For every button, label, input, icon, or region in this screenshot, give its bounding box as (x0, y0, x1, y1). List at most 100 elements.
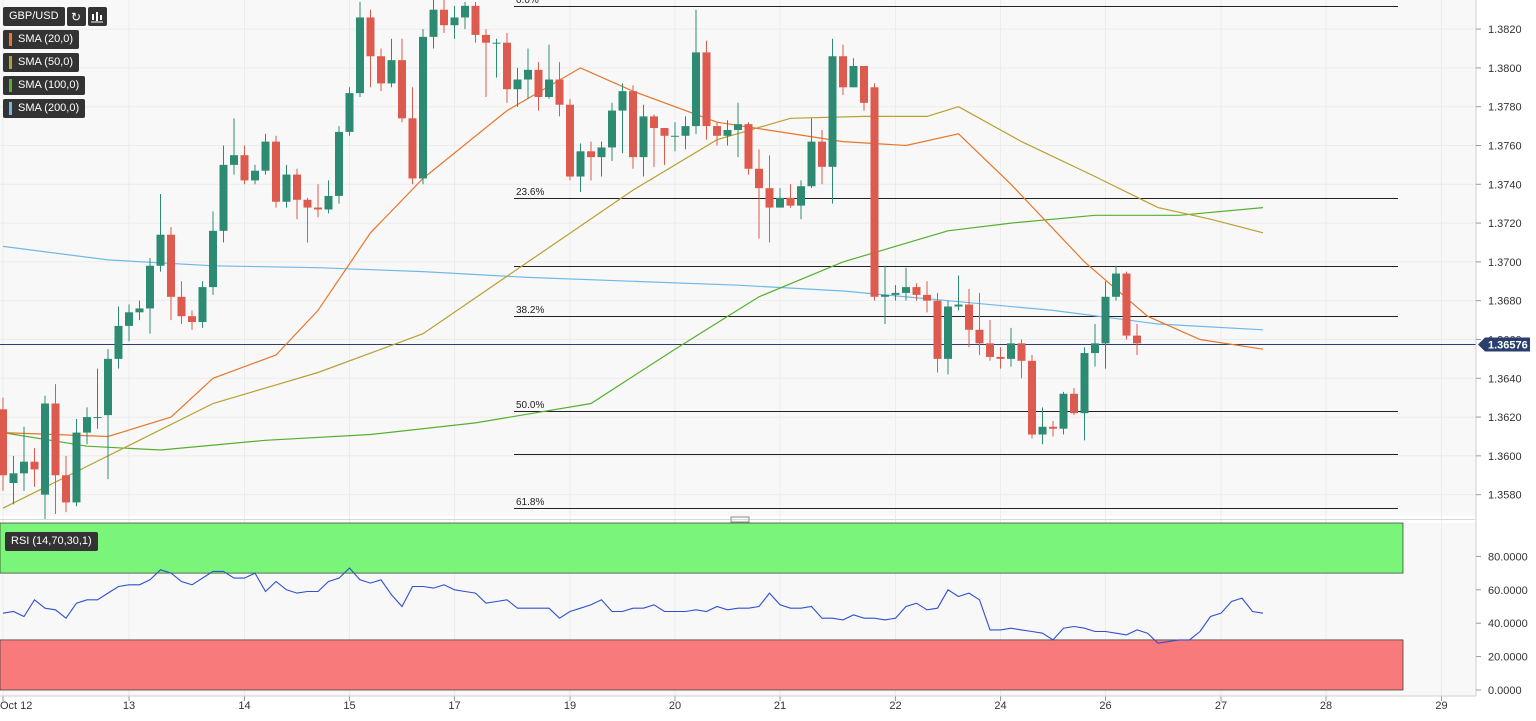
candle (209, 211, 217, 295)
candle (198, 281, 207, 328)
candle (272, 135, 280, 208)
candle (1028, 354, 1036, 439)
candle (818, 129, 826, 185)
y-tick-label: 1.3580 (1488, 490, 1522, 502)
candle-body (1070, 393, 1078, 414)
candle (146, 258, 154, 334)
candle-body (1080, 353, 1089, 414)
symbol-row: GBP/USD ↻ (3, 7, 107, 26)
candle-body (755, 168, 763, 189)
candle (975, 292, 984, 355)
candle (303, 197, 312, 243)
candle (776, 188, 784, 208)
rsi-panel: 80.0000 60.0000 40.0000 20.0000 0.0000 (0, 522, 1528, 697)
indicator-sma200[interactable]: SMA (200,0) (3, 99, 107, 118)
candle-body (713, 126, 721, 136)
y-tick-label: 1.3600 (1488, 451, 1522, 463)
candle (828, 38, 837, 204)
candle (83, 407, 91, 445)
indicator-sma100[interactable]: SMA (100,0) (3, 76, 107, 95)
x-tick-label: 13 (123, 700, 135, 712)
candle-body (482, 34, 490, 43)
candle (660, 128, 669, 165)
candle (503, 32, 511, 103)
candle-body (629, 91, 637, 158)
rsi-legend[interactable]: RSI (14,70,30,1) (5, 531, 98, 551)
candle (524, 48, 532, 99)
symbol-badge[interactable]: GBP/USD (3, 7, 65, 26)
candle (839, 44, 847, 96)
candle-body (650, 116, 658, 129)
candle (1017, 339, 1026, 379)
refresh-icon[interactable]: ↻ (66, 7, 86, 26)
candle-body (41, 403, 49, 495)
candle (387, 38, 396, 88)
candle (566, 98, 574, 181)
rsi-overbought-zone (0, 522, 1404, 574)
candle-body (429, 9, 438, 37)
candle-body (671, 135, 679, 137)
current-price-badge-shape (1478, 337, 1530, 352)
candle-body (1028, 360, 1036, 435)
price-axis: 1.3820 1.3800 1.3780 1.3760 1.3740 1.3720 1.37… (1475, 0, 1530, 696)
fibonacci-label: 50.0% (516, 400, 544, 411)
candle (482, 29, 490, 97)
candle-body (524, 69, 532, 80)
candle (933, 292, 942, 373)
candle-body (20, 461, 28, 474)
candle (734, 102, 742, 158)
candle (618, 83, 627, 154)
candle-body (860, 65, 868, 103)
candle-body (1049, 426, 1057, 429)
candle-body (30, 461, 39, 470)
indicator-sma100-label: SMA (100,0) (18, 79, 80, 91)
candle-body (986, 343, 994, 357)
candle (534, 62, 543, 111)
x-tick-label: 15 (343, 700, 355, 712)
candlestick-chart-icon[interactable] (87, 7, 107, 26)
candle-body (471, 5, 480, 35)
indicator-sma50[interactable]: SMA (50,0) (3, 53, 107, 72)
candle (545, 44, 553, 99)
indicator-sma20[interactable]: SMA (20,0) (3, 30, 107, 49)
candle-body (513, 79, 522, 90)
candle (1038, 407, 1047, 445)
x-tick-label: 27 (1215, 700, 1227, 712)
candle-body (870, 87, 879, 297)
panel-separator[interactable] (0, 516, 1476, 523)
candle-body (744, 124, 753, 169)
candle-body (345, 93, 354, 132)
candle (576, 143, 585, 193)
candle (797, 180, 805, 220)
candle-body (1091, 343, 1099, 354)
candle-body (125, 312, 133, 326)
candle (167, 226, 175, 321)
candle (860, 65, 868, 111)
candle (51, 384, 60, 515)
chart-type-glyph (91, 11, 104, 22)
rsi-badge: RSI (14,70,30,1) (5, 532, 98, 551)
candle (1070, 387, 1078, 416)
candle (492, 38, 501, 78)
fibonacci-label: 0.0% (516, 0, 539, 6)
candle-body (923, 294, 931, 301)
candle-body (618, 91, 627, 111)
candle-body (135, 308, 144, 313)
sma50-swatch (9, 56, 12, 69)
indicator-sma50-badge: SMA (50,0) (3, 53, 80, 72)
candle (1133, 323, 1141, 355)
candle-body (797, 186, 805, 206)
resize-handle-icon[interactable] (730, 516, 750, 523)
candle (219, 145, 228, 243)
candle (419, 29, 427, 185)
candle (755, 149, 763, 239)
candle (408, 87, 417, 185)
y-tick-label: 1.3820 (1488, 24, 1522, 36)
indicator-sma20-label: SMA (20,0) (18, 33, 74, 45)
candle-body (723, 129, 732, 136)
candle (356, 1, 364, 97)
candle-body (891, 292, 900, 295)
candle (1101, 281, 1110, 369)
rsi-line (2, 567, 1264, 644)
